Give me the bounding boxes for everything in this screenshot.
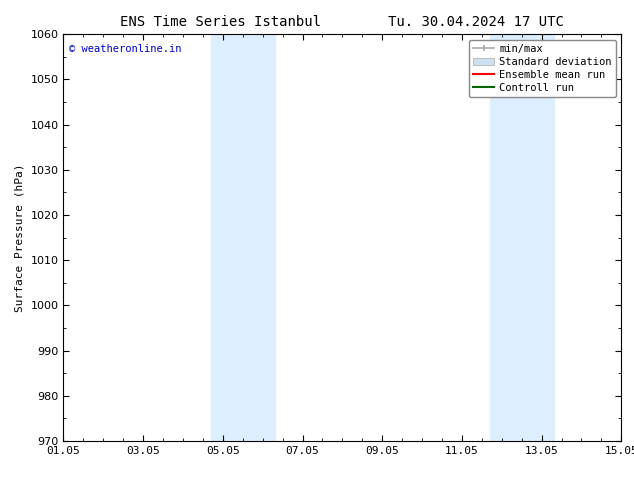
Bar — [490, 34, 553, 441]
Title: ENS Time Series Istanbul        Tu. 30.04.2024 17 UTC: ENS Time Series Istanbul Tu. 30.04.2024 … — [120, 15, 564, 29]
Legend: min/max, Standard deviation, Ensemble mean run, Controll run: min/max, Standard deviation, Ensemble me… — [469, 40, 616, 97]
Bar — [211, 34, 275, 441]
Y-axis label: Surface Pressure (hPa): Surface Pressure (hPa) — [15, 163, 25, 312]
Text: © weatheronline.in: © weatheronline.in — [69, 45, 181, 54]
